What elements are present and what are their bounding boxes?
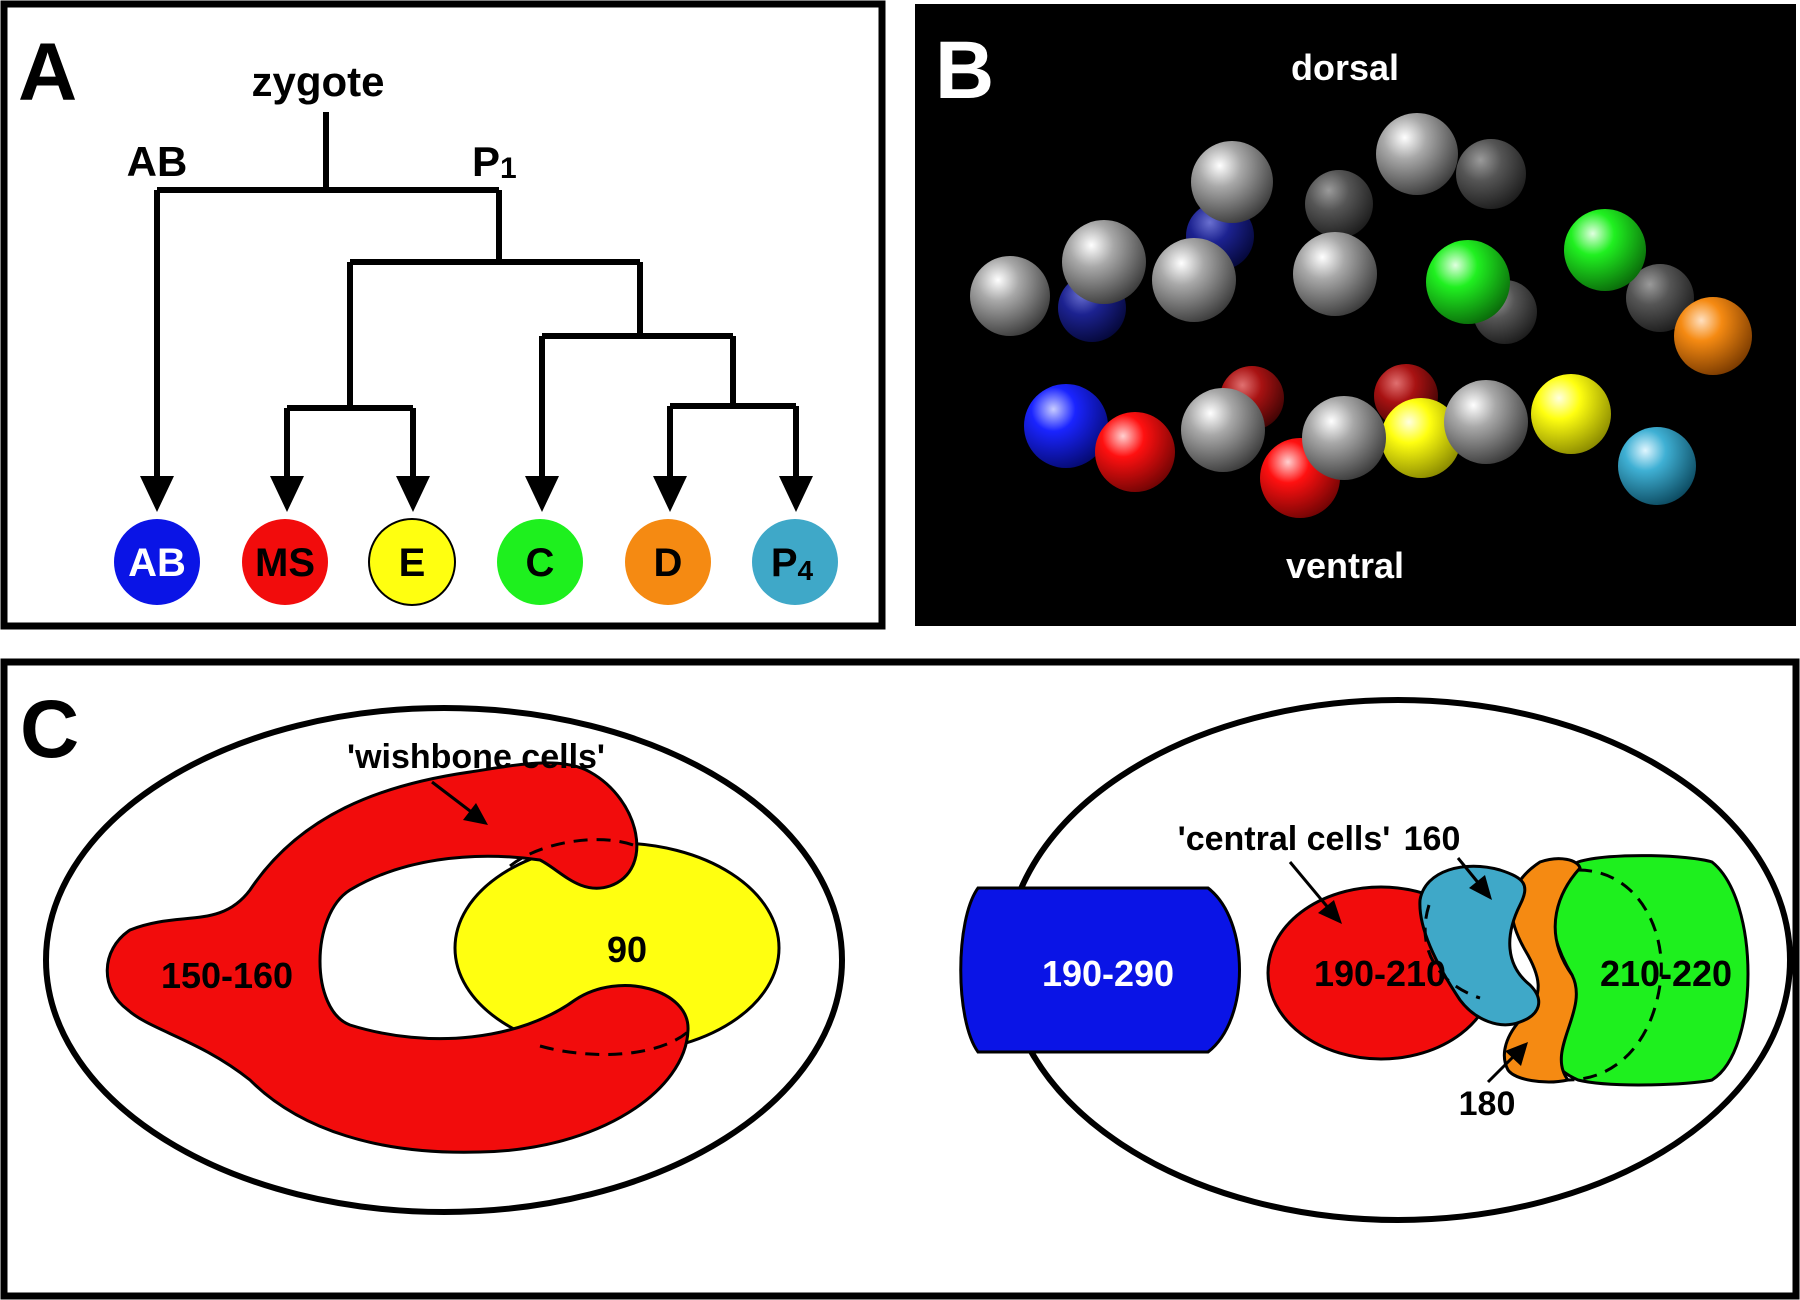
founder-cell-p4-label: P4 bbox=[771, 541, 814, 586]
green-region-label: 210-220 bbox=[1600, 953, 1732, 994]
left-embryo: 150-160 90 'wishbone cells' bbox=[43, 705, 845, 1215]
founder-cell-d-label: D bbox=[654, 541, 683, 585]
panel-b-embryo-render: B dorsal ventral bbox=[915, 4, 1796, 626]
cell-sphere bbox=[1376, 113, 1458, 195]
founder-cell-d: D bbox=[625, 519, 711, 605]
founder-cell-ms: MS bbox=[242, 519, 328, 605]
founder-cell-ms-circle bbox=[242, 519, 328, 605]
founder-cell-p4-circle bbox=[752, 519, 838, 605]
panel-a-lineage-tree: A zygote AB P1 AB MS E bbox=[0, 0, 886, 630]
hidden-edge-dashed bbox=[1567, 868, 1663, 1082]
hidden-edge-dashed bbox=[509, 838, 637, 868]
cell-sphere bbox=[1293, 232, 1377, 316]
cell-sphere bbox=[1674, 297, 1752, 375]
panel-a-letter: A bbox=[18, 27, 77, 118]
hidden-edge-dashed bbox=[1423, 904, 1481, 1000]
root-label: zygote bbox=[251, 58, 384, 105]
wishbone-cells-label: 'wishbone cells' bbox=[347, 738, 605, 776]
cell-sphere bbox=[1426, 240, 1510, 324]
lineage-lines bbox=[154, 112, 799, 488]
hidden-edge-dashed bbox=[539, 1028, 692, 1056]
cell-sphere bbox=[1531, 374, 1611, 454]
founder-cell-ab-circle bbox=[114, 519, 200, 605]
central-cells-pointer-arrow bbox=[1288, 861, 1342, 924]
founder-cell-e: E bbox=[368, 518, 456, 606]
founder-cell-e-label: E bbox=[399, 541, 426, 585]
cell-sphere bbox=[1024, 384, 1108, 468]
branch-label-p1: P1 bbox=[472, 138, 517, 185]
founder-cell-ab-label: AB bbox=[128, 541, 186, 585]
cell-sphere bbox=[1444, 380, 1528, 464]
wishbone-region-label: 150-160 bbox=[161, 955, 293, 996]
central-cells-label: 'central cells' bbox=[1178, 820, 1391, 858]
blue-cell-mass bbox=[959, 886, 1241, 1054]
cell-sphere bbox=[1302, 396, 1386, 480]
branch-label-ab: AB bbox=[127, 138, 188, 185]
cell-sphere bbox=[1062, 220, 1146, 304]
panel-c-letter: C bbox=[20, 684, 79, 775]
cell-sphere bbox=[1381, 398, 1461, 478]
panel-c-embryo-schematics: C 150-160 90 'wishbone cells' bbox=[0, 658, 1800, 1300]
cell-sphere bbox=[1305, 170, 1373, 238]
cell-sphere bbox=[1626, 264, 1694, 332]
cyan-cell-mass bbox=[1418, 864, 1541, 1027]
ventral-label: ventral bbox=[1286, 545, 1404, 586]
central-region-label: 190-210 bbox=[1314, 953, 1446, 994]
cell-sphere bbox=[1095, 412, 1175, 492]
cyan-region-label: 160 bbox=[1404, 820, 1461, 858]
wishbone-cells-shape bbox=[105, 761, 690, 1154]
founder-cell-ms-label: MS bbox=[255, 541, 315, 585]
cell-sphere bbox=[1456, 139, 1526, 209]
founder-cells: AB MS E C D P4 bbox=[114, 518, 838, 606]
founder-cell-e-circle bbox=[368, 518, 456, 606]
orange-pointer-arrow bbox=[1486, 1042, 1528, 1084]
founder-cell-d-circle bbox=[625, 519, 711, 605]
panel-b-letter: B bbox=[935, 25, 994, 116]
lineage-arrowheads bbox=[140, 476, 813, 512]
founder-cell-c-label: C bbox=[526, 541, 555, 585]
cell-sphere bbox=[1191, 141, 1273, 223]
founder-cell-c-circle bbox=[497, 519, 583, 605]
cell-sphere bbox=[1618, 427, 1696, 505]
founder-cell-ab: AB bbox=[114, 519, 200, 605]
cell-sphere bbox=[1152, 238, 1236, 322]
cell-sphere bbox=[1181, 388, 1265, 472]
orange-cell-mass bbox=[1502, 857, 1582, 1084]
cell-sphere bbox=[1564, 209, 1646, 291]
cell-spheres bbox=[970, 113, 1752, 518]
founder-cell-p4: P4 bbox=[752, 519, 838, 605]
dorsal-label: dorsal bbox=[1291, 47, 1399, 88]
orange-region-label: 180 bbox=[1459, 1085, 1516, 1123]
right-embryo: 190-290 190-210 210-220 'central cells' … bbox=[959, 697, 1793, 1223]
founder-cell-c: C bbox=[497, 519, 583, 605]
cyan-pointer-arrow bbox=[1456, 857, 1492, 900]
cell-sphere bbox=[970, 256, 1050, 336]
wishbone-pointer-arrow bbox=[431, 780, 488, 825]
blue-region-label: 190-290 bbox=[1042, 953, 1174, 994]
yellow-region-label: 90 bbox=[607, 929, 647, 970]
